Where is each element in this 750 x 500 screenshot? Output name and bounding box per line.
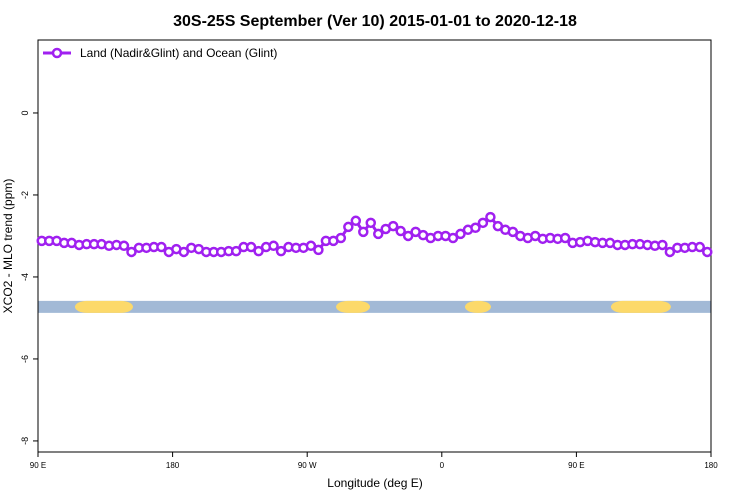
data-point — [507, 226, 519, 238]
data-point — [702, 246, 713, 258]
data-point — [485, 211, 496, 223]
data-point — [694, 241, 706, 253]
x-tick-label: 180 — [166, 461, 180, 470]
land-band — [336, 300, 371, 313]
data-point — [156, 241, 167, 253]
data-point — [178, 246, 190, 258]
data-point — [230, 245, 242, 257]
y-tick-label: -2 — [20, 191, 30, 199]
legend-label: Land (Nadir&Glint) and Ocean (Glint) — [80, 46, 277, 60]
data-point — [447, 232, 459, 244]
data-point — [477, 217, 489, 229]
data-point — [664, 246, 676, 258]
x-tick-label: 90 W — [298, 461, 317, 470]
data-point — [402, 230, 414, 242]
land-band — [74, 300, 133, 313]
data-point — [350, 215, 362, 227]
x-tick-label: 180 — [704, 461, 718, 470]
y-tick-label: -8 — [20, 437, 30, 445]
y-tick-label: 0 — [20, 110, 30, 115]
legend-marker — [51, 47, 63, 59]
land-band — [610, 300, 671, 313]
data-point — [245, 241, 257, 253]
y-tick-label: -6 — [20, 355, 30, 363]
data-point — [372, 228, 384, 240]
land-band — [464, 300, 492, 313]
data-point — [395, 225, 406, 237]
x-tick-label: 90 E — [30, 461, 46, 470]
data-point — [268, 240, 279, 252]
data-point — [335, 232, 347, 244]
y-tick-label: -4 — [20, 273, 30, 281]
chart-title: 30S-25S September (Ver 10) 2015-01-01 to… — [173, 13, 577, 30]
data-point — [387, 220, 399, 232]
ocean-band — [38, 300, 711, 313]
plot-frame — [37, 39, 712, 453]
data-point — [343, 221, 354, 233]
data-point — [253, 245, 264, 257]
y-axis-label: XCO2 - MLO trend (ppm) — [1, 179, 15, 314]
data-point — [275, 245, 287, 257]
x-axis-label: Longitude (deg E) — [327, 476, 422, 490]
data-point — [313, 244, 324, 256]
data-point — [657, 239, 668, 251]
x-tick-label: 0 — [440, 461, 445, 470]
data-point — [305, 240, 317, 252]
data-point — [470, 222, 481, 234]
x-tick-label: 90 E — [568, 461, 584, 470]
data-point — [365, 217, 377, 229]
data-point — [358, 226, 369, 238]
data-point — [118, 240, 130, 252]
data-point — [559, 232, 571, 244]
data-point — [455, 228, 466, 240]
data-point — [126, 246, 137, 258]
